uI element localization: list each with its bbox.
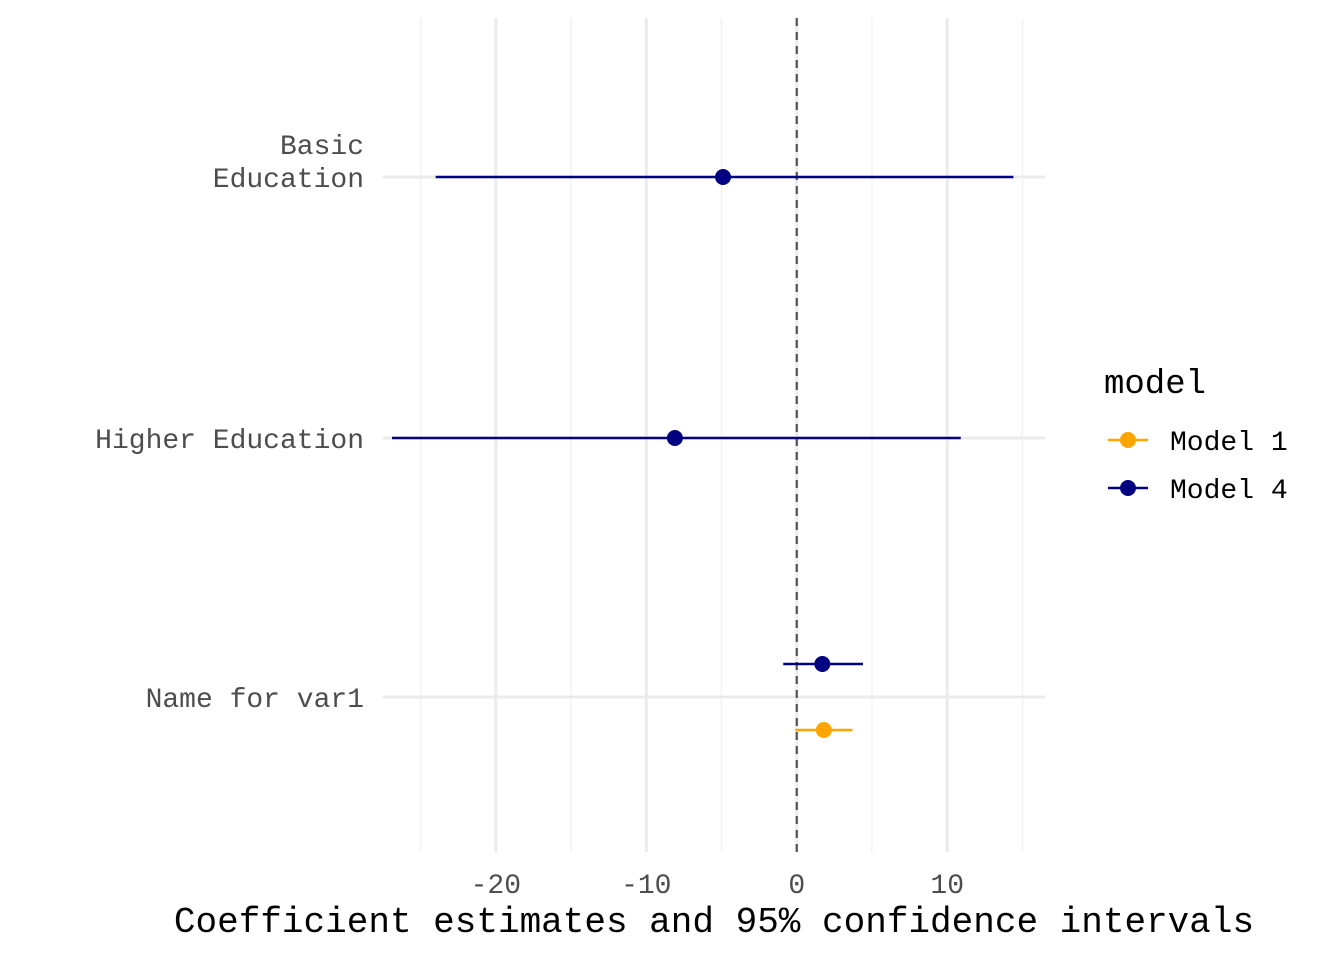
y-tick-label: Education [213,165,364,196]
minor-gridlines [419,18,1024,852]
estimate-point [814,656,831,672]
legend-label: Model 1 [1170,428,1288,459]
legend-key-point [1120,480,1136,496]
legend-item: Model 1 [1108,428,1288,459]
legend-label: Model 4 [1170,476,1288,507]
y-tick-label: Higher Education [95,426,364,457]
x-tick-label: 0 [788,871,805,902]
x-axis-tick-labels: -20 -10 0 10 [471,871,964,902]
estimate-point [815,722,832,738]
y-tick-label: Name for var1 [146,685,364,716]
estimate-point [715,169,732,185]
legend-key-point [1120,432,1136,448]
x-tick-label: -10 [621,871,671,902]
x-tick-label: 10 [930,871,964,902]
legend: model Model 1 Model 4 [1104,366,1288,507]
estimate-point [666,430,683,446]
coefficient-marks [392,169,1014,738]
x-tick-label: -20 [471,871,521,902]
x-axis-title: Coefficient estimates and 95% confidence… [174,902,1254,943]
legend-item: Model 4 [1108,476,1288,507]
y-tick-label: Basic [280,132,364,163]
legend-title: model [1104,366,1206,404]
major-gridlines [383,18,1045,852]
